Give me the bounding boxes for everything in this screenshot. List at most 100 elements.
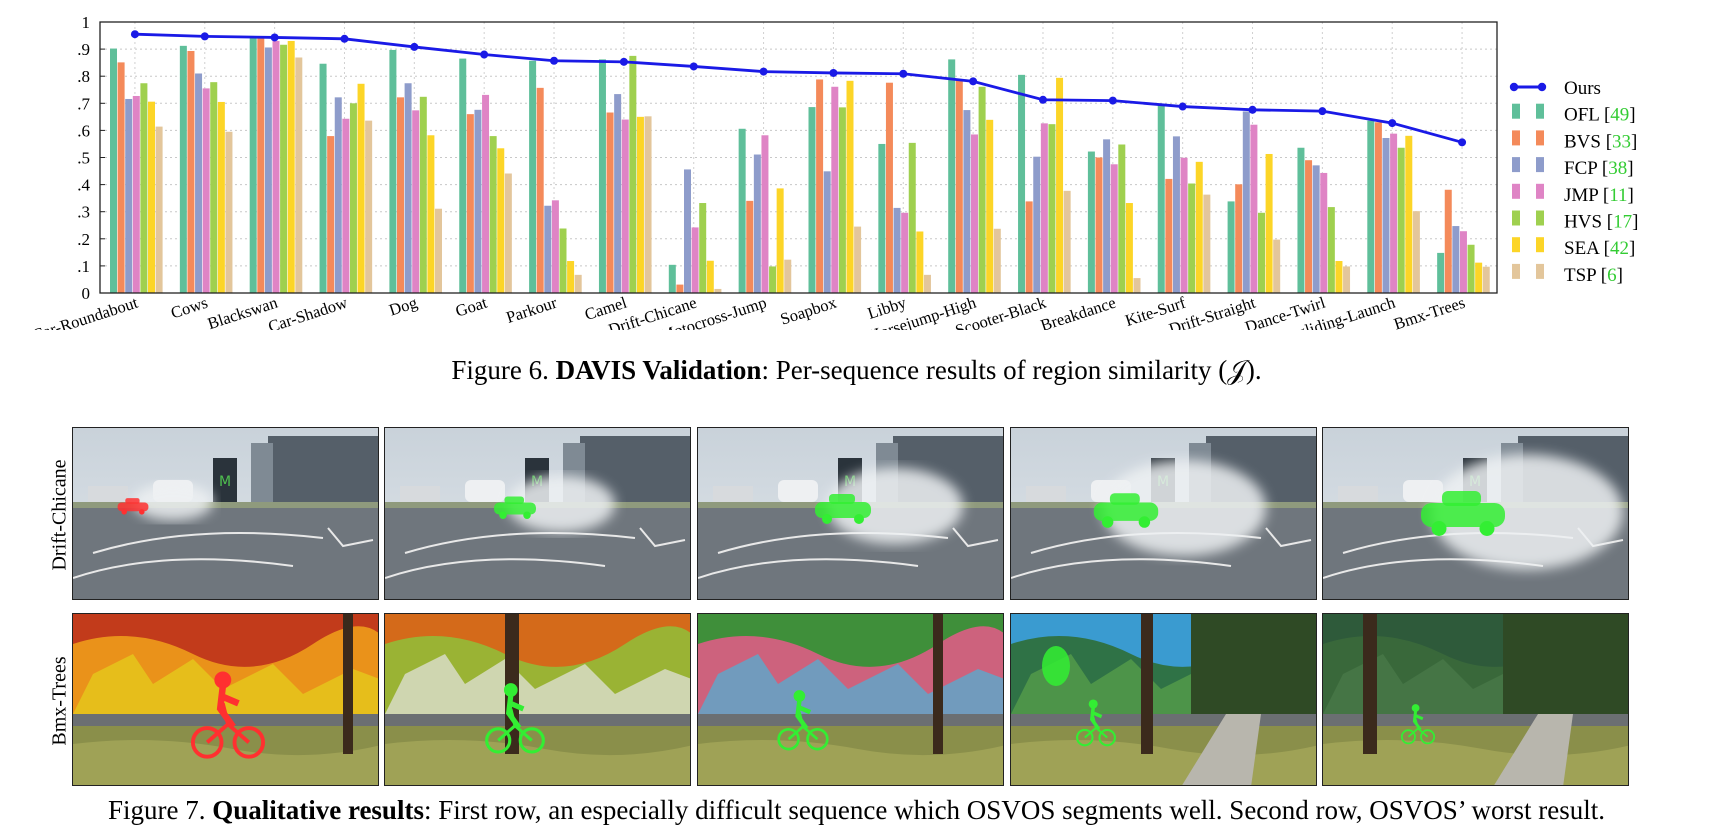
bar-bvs — [536, 87, 544, 293]
bar-sea — [427, 135, 435, 293]
figure-6-caption: Figure 6. DAVIS Validation: Per-sequence… — [0, 354, 1713, 386]
bar-hvs — [908, 142, 916, 293]
chart-frame — [99, 21, 1498, 294]
bar-bvs — [187, 50, 195, 293]
result-frame-drift-4: M — [1010, 427, 1317, 600]
bar-jmp — [1390, 133, 1398, 293]
y-tick-label: .8 — [77, 67, 90, 86]
legend-swatch — [1536, 210, 1544, 226]
bar-ofl — [1018, 74, 1026, 293]
bar-jmp — [691, 227, 699, 293]
legend-swatch — [1512, 183, 1520, 199]
ours-point — [550, 56, 559, 65]
ours-point — [1038, 95, 1047, 104]
bar-bvs — [606, 112, 614, 293]
bar-sea — [287, 40, 295, 293]
bar-hvs — [280, 44, 288, 293]
bar-tsp — [1412, 211, 1420, 293]
bar-ofl — [1437, 252, 1445, 293]
bar-jmp — [1110, 164, 1118, 293]
legend-item-bvs: BVS [33] — [1512, 130, 1637, 152]
result-frame-bmx-5 — [1322, 613, 1629, 786]
legend-label: HVS [17] — [1564, 212, 1638, 233]
bar-ofl — [389, 49, 397, 294]
ours-point — [1248, 105, 1257, 114]
bar-hvs — [838, 107, 846, 294]
bar-ofl — [1157, 105, 1165, 293]
bar-tsp — [155, 126, 163, 293]
row-label-bmx-trees: Bmx-Trees — [48, 656, 71, 746]
bar-ofl — [110, 48, 117, 293]
result-frame-bmx-3 — [697, 613, 1004, 786]
bar-bvs — [1095, 157, 1103, 293]
bar-bvs — [816, 79, 824, 294]
result-frame-bmx-4 — [1010, 613, 1317, 786]
ours-line — [130, 30, 1467, 147]
bar-fcp — [684, 169, 691, 293]
bar-ofl — [598, 59, 606, 294]
ours-point — [270, 33, 279, 42]
legend-item-jmp: JMP [11] — [1512, 183, 1634, 206]
bar-sea — [1056, 77, 1064, 294]
legend-swatch — [1536, 237, 1544, 253]
chart-grid — [100, 22, 1497, 293]
bar-jmp — [1250, 124, 1258, 293]
result-frame-bmx-2 — [384, 613, 691, 786]
bar-sea — [567, 261, 575, 293]
bar-ofl — [1367, 120, 1375, 293]
bar-ofl — [808, 107, 816, 294]
bar-sea — [846, 80, 854, 293]
bar-jmp — [1459, 231, 1467, 293]
bar-fcp — [125, 98, 133, 294]
bar-hvs — [1327, 207, 1335, 293]
bar-tsp — [365, 120, 373, 293]
y-tick-label: .9 — [77, 40, 90, 59]
legend-swatch — [1512, 210, 1520, 226]
bar-fcp — [1312, 165, 1320, 293]
caption-bold: Qualitative results — [212, 795, 424, 825]
bar-tsp — [993, 228, 1001, 293]
legend-label: SEA [42] — [1564, 238, 1635, 259]
bar-fcp — [404, 83, 412, 293]
bar-hvs — [1258, 212, 1265, 293]
bar-jmp — [202, 88, 210, 294]
bar-tsp — [1133, 278, 1141, 293]
chart-legend: Ours OFL [49] BVS [33] FCP [38] JMP [11] HVS … — [1509, 78, 1638, 286]
ours-point — [1108, 96, 1117, 105]
bar-ofl — [878, 143, 886, 293]
legend-item-sea: SEA [42] — [1512, 237, 1635, 259]
bar-tsp — [644, 116, 652, 293]
legend-item-fcp: FCP [38] — [1512, 157, 1634, 179]
bar-ofl — [179, 45, 187, 294]
legend-swatch — [1536, 130, 1544, 146]
bar-jmp — [1320, 172, 1328, 293]
caption-prefix: Figure 7. — [107, 795, 213, 825]
caption-text: : First row, an especially difficult seq… — [423, 795, 1606, 825]
y-tick-label: .3 — [77, 203, 90, 222]
row-label-drift-chicane: Drift-Chicane — [48, 459, 71, 571]
bar-ofl — [459, 58, 467, 294]
bar-sea — [1125, 203, 1133, 293]
legend-label: TSP [6] — [1564, 265, 1623, 286]
caption-prefix: Figure 6. — [451, 355, 556, 385]
bar-tsp — [854, 226, 862, 293]
bar-fcp — [1103, 139, 1111, 293]
legend-label: FCP [38] — [1564, 158, 1634, 179]
bar-jmp — [551, 200, 559, 293]
svg-text:M: M — [219, 474, 231, 490]
bar-hvs — [140, 83, 148, 293]
bar-bvs — [885, 82, 893, 293]
bar-jmp — [1180, 157, 1188, 293]
bar-fcp — [963, 110, 971, 293]
bar-sea — [217, 101, 225, 293]
bar-hvs — [699, 203, 707, 293]
bar-hvs — [1188, 183, 1196, 293]
bar-tsp — [225, 131, 233, 293]
bar-bvs — [676, 284, 684, 293]
bar-jmp — [831, 86, 839, 293]
result-frame-drift-2: M — [384, 427, 691, 600]
bar-bvs — [466, 114, 474, 293]
bar-bvs — [1235, 184, 1243, 293]
y-tick-label: 1 — [82, 13, 91, 32]
bar-bvs — [1025, 201, 1033, 293]
